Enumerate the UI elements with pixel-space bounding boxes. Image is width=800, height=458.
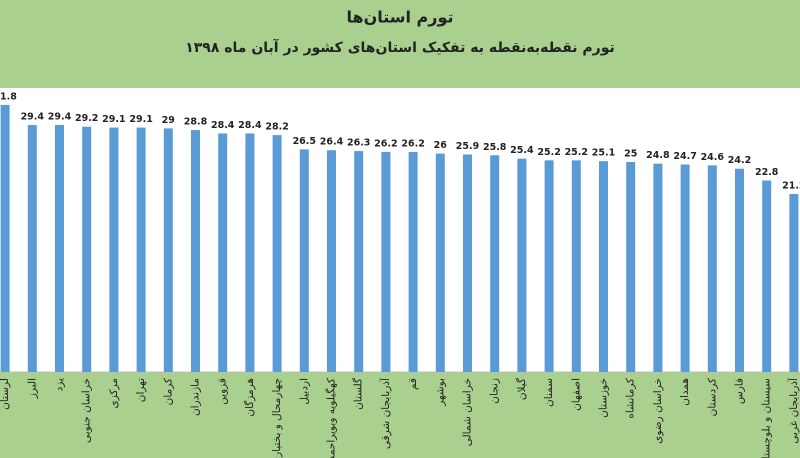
value-label: 25.9 <box>456 141 479 152</box>
value-label: 22.8 <box>755 167 779 178</box>
x-tick-label: کرمان <box>162 378 174 405</box>
bar <box>762 180 772 372</box>
bar <box>789 193 799 372</box>
x-tick-label: البرز <box>26 378 38 399</box>
value-label: 24.6 <box>701 152 725 163</box>
x-tick-label: سیستان و بلوچستان <box>761 378 773 458</box>
bar <box>544 160 554 372</box>
value-label: 25 <box>624 149 637 160</box>
value-label: 26.2 <box>401 138 424 149</box>
value-label: 31.8 <box>0 91 17 102</box>
x-tick-label: مرکزی <box>108 378 120 408</box>
x-tick-label: چهارمحال و بختیاری <box>271 378 283 458</box>
bar <box>571 160 581 372</box>
value-label: 26.2 <box>374 138 397 149</box>
bar <box>327 150 336 372</box>
bar <box>435 153 445 372</box>
value-label: 25.4 <box>510 145 534 156</box>
x-tick-label: سمنان <box>543 378 555 407</box>
x-tick-label: لرستان <box>0 378 11 410</box>
chart-subtitle: تورم نقطه‌به‌نقطه به تفکیک استان‌های کشو… <box>185 38 615 56</box>
x-tick-label: زنجان <box>489 378 501 404</box>
value-label: 28.4 <box>238 120 262 131</box>
value-label: 24.8 <box>646 150 670 161</box>
value-label: 25.2 <box>537 147 560 158</box>
bar <box>27 125 37 372</box>
bar <box>680 164 690 372</box>
x-tick-label: خراسان جنوبی <box>81 378 93 443</box>
value-label: 24.2 <box>728 155 751 166</box>
bar <box>735 168 744 372</box>
value-label: 26 <box>434 140 448 151</box>
bar <box>55 125 64 372</box>
value-label: 26.5 <box>293 136 316 147</box>
bar <box>517 158 527 372</box>
bar <box>299 149 309 372</box>
x-tick-label: آذربایجان شرقی <box>379 377 392 449</box>
value-label: 29.4 <box>48 112 72 123</box>
x-tick-label: خوزستان <box>598 378 610 418</box>
x-tick-label: کهگیلویه وبویراحمد <box>325 378 338 458</box>
value-label: 28.2 <box>265 122 288 133</box>
bar <box>136 127 146 372</box>
x-tick-label: همدان <box>679 378 691 406</box>
chart-title: تورم استان‌ها <box>346 8 453 27</box>
x-tick-label: گلستان <box>352 378 365 410</box>
value-label: 29.1 <box>102 114 125 125</box>
value-label: 29.2 <box>75 113 98 124</box>
x-tick-label: خراسان شمالی <box>462 378 474 446</box>
value-label: 29 <box>162 115 175 126</box>
bar <box>626 162 636 372</box>
bar <box>0 104 10 372</box>
value-label: 29.1 <box>129 114 152 125</box>
bar <box>707 165 717 372</box>
value-label: 25.2 <box>565 147 588 158</box>
value-label: 26.3 <box>347 138 370 149</box>
bar <box>463 154 472 372</box>
x-tick-label: قزوین <box>217 378 229 405</box>
value-label: 25.1 <box>592 148 615 159</box>
bar <box>653 163 663 372</box>
bar <box>490 155 500 372</box>
x-tick-label: مازندران <box>190 378 202 416</box>
x-tick-label: یزد <box>54 378 66 391</box>
bar <box>218 133 228 372</box>
value-label: 29.4 <box>21 112 45 123</box>
bar <box>163 128 173 372</box>
x-tick-label: کرمانشاه <box>625 378 637 419</box>
bar <box>82 126 92 372</box>
x-tick-label: تهران <box>135 378 147 402</box>
value-label: 25.8 <box>483 142 507 153</box>
x-tick-label: اصفهان <box>570 378 582 411</box>
x-tick-label: اردبیل <box>298 378 310 405</box>
bar <box>381 151 391 372</box>
bar <box>191 130 200 372</box>
bar <box>109 127 119 372</box>
value-label: 28.4 <box>211 120 235 131</box>
plot-area <box>0 88 800 372</box>
x-tick-label: بوشهر <box>434 378 446 407</box>
x-tick-label: فارس <box>734 378 746 404</box>
value-label: 26.4 <box>320 137 344 148</box>
x-tick-label: خراسان رضوی <box>652 378 664 444</box>
bar <box>245 133 255 372</box>
value-label: 21.2 <box>782 180 800 191</box>
bar <box>272 135 282 372</box>
x-tick-label: قم <box>407 378 419 390</box>
value-label: 24.7 <box>673 151 696 162</box>
x-tick-label: گیلان <box>515 378 528 400</box>
bar <box>408 151 418 372</box>
bar <box>354 151 364 372</box>
x-tick-label: کردستان <box>706 378 718 416</box>
value-label: 28.8 <box>184 117 208 128</box>
bar <box>599 161 608 372</box>
x-tick-label: آذربایجان غربی <box>787 377 800 444</box>
x-tick-label: هرمزگان <box>243 378 256 417</box>
